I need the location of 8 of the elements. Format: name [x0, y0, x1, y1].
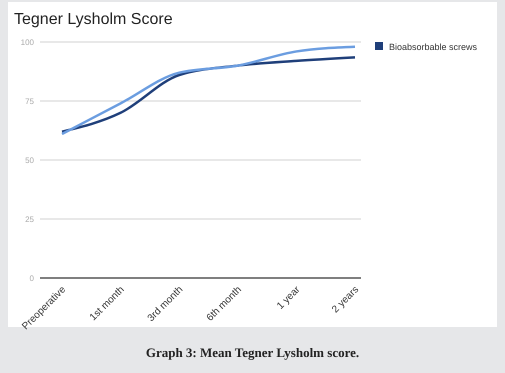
legend-label: Bioabsorbable screws — [389, 42, 478, 52]
chart-title: Tegner Lysholm Score — [14, 11, 173, 28]
caption: Graph 3: Mean Tegner Lysholm score. — [146, 345, 360, 360]
y-tick-label: 50 — [25, 156, 35, 165]
y-tick-label: 0 — [30, 274, 35, 283]
y-tick-label: 25 — [25, 215, 35, 224]
y-tick-label: 75 — [25, 97, 35, 106]
y-tick-label: 100 — [20, 38, 35, 47]
